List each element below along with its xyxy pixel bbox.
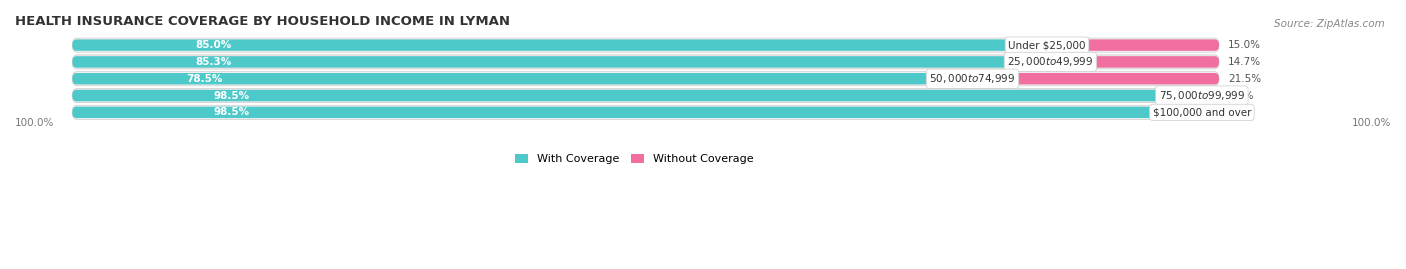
FancyBboxPatch shape	[1047, 39, 1219, 51]
Text: 14.7%: 14.7%	[1229, 57, 1261, 67]
Text: 85.3%: 85.3%	[195, 57, 232, 67]
FancyBboxPatch shape	[1050, 56, 1219, 68]
Text: 100.0%: 100.0%	[1351, 118, 1391, 128]
FancyBboxPatch shape	[72, 90, 1202, 101]
Text: 1.5%: 1.5%	[1229, 107, 1254, 117]
Text: Under $25,000: Under $25,000	[1008, 40, 1085, 50]
FancyBboxPatch shape	[72, 73, 973, 84]
FancyBboxPatch shape	[72, 38, 1219, 52]
FancyBboxPatch shape	[973, 73, 1219, 84]
FancyBboxPatch shape	[72, 107, 1202, 118]
Text: 21.5%: 21.5%	[1229, 74, 1261, 84]
FancyBboxPatch shape	[72, 55, 1219, 69]
FancyBboxPatch shape	[72, 56, 1050, 68]
FancyBboxPatch shape	[72, 89, 1219, 102]
FancyBboxPatch shape	[72, 105, 1219, 119]
Text: 1.5%: 1.5%	[1229, 91, 1254, 101]
FancyBboxPatch shape	[72, 72, 1219, 86]
Text: Source: ZipAtlas.com: Source: ZipAtlas.com	[1274, 19, 1385, 29]
FancyBboxPatch shape	[1202, 107, 1219, 118]
Text: HEALTH INSURANCE COVERAGE BY HOUSEHOLD INCOME IN LYMAN: HEALTH INSURANCE COVERAGE BY HOUSEHOLD I…	[15, 15, 510, 28]
Text: $50,000 to $74,999: $50,000 to $74,999	[929, 72, 1015, 85]
Text: 98.5%: 98.5%	[214, 91, 250, 101]
Text: $25,000 to $49,999: $25,000 to $49,999	[1007, 55, 1094, 68]
Text: 15.0%: 15.0%	[1229, 40, 1261, 50]
Legend: With Coverage, Without Coverage: With Coverage, Without Coverage	[510, 149, 758, 168]
Text: 85.0%: 85.0%	[195, 40, 231, 50]
Text: 78.5%: 78.5%	[186, 74, 222, 84]
Text: $100,000 and over: $100,000 and over	[1153, 107, 1251, 117]
FancyBboxPatch shape	[1202, 90, 1219, 101]
Text: $75,000 to $99,999: $75,000 to $99,999	[1159, 89, 1244, 102]
Text: 98.5%: 98.5%	[214, 107, 250, 117]
FancyBboxPatch shape	[72, 39, 1047, 51]
Text: 100.0%: 100.0%	[15, 118, 55, 128]
